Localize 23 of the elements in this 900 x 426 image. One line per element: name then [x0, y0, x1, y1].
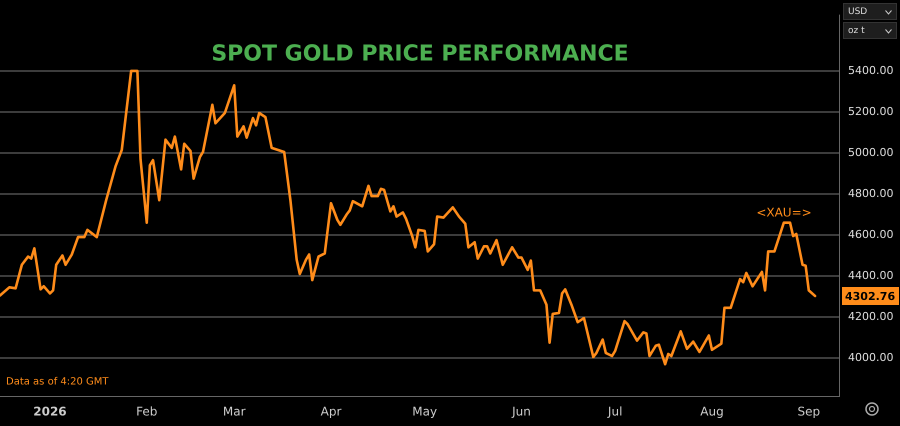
x-tick-label: Jun: [511, 404, 531, 418]
y-tick-label: 5200.00: [848, 104, 894, 118]
y-tick-label: 4000.00: [848, 350, 894, 364]
annotation: <XAU=>: [756, 206, 812, 220]
annotation: Data as of 4:20 GMT: [6, 376, 110, 388]
x-tick-label: Feb: [136, 404, 158, 418]
text: SPOT GOLD PRICE PERFORMANCE: [211, 41, 629, 66]
x-tick-label: 2026: [33, 404, 67, 418]
x-tick-label: Sep: [797, 404, 820, 418]
y-tick-label: 4200.00: [848, 310, 894, 323]
y-tick-label: 4800.00: [848, 186, 894, 200]
text: USD: [843, 3, 897, 20]
y-tick-label: 5400.00: [848, 64, 894, 77]
y-tick-label: 5000.00: [848, 146, 894, 159]
x-tick-label: Jul: [606, 404, 622, 418]
x-tick-label: Apr: [320, 404, 342, 418]
x-tick-label: Aug: [700, 404, 724, 418]
x-tick-label: May: [412, 404, 438, 418]
annotation: 4302.76: [845, 290, 896, 303]
y-tick-label: 4600.00: [848, 228, 894, 241]
y-tick-label: 4400.00: [848, 268, 894, 282]
text: oz t: [843, 22, 897, 39]
x-tick-label: Mar: [222, 404, 246, 418]
